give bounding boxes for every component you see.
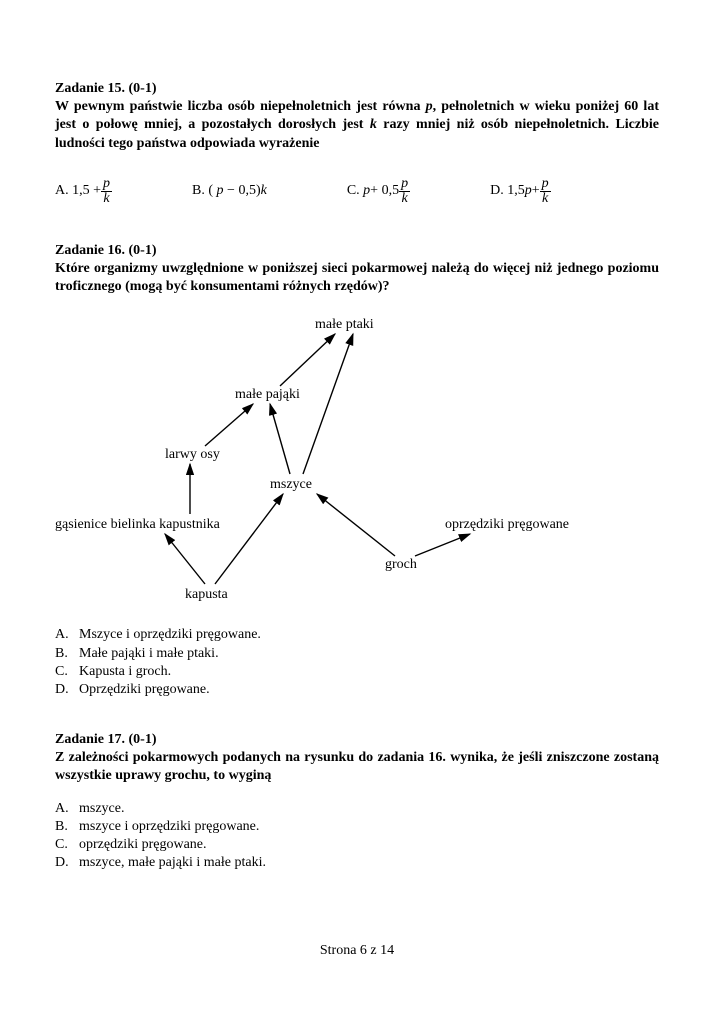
task15-opt-b: B. ( p − 0,5)k: [192, 177, 267, 206]
task17-body: Z zależności pokarmowych podanych na rys…: [55, 749, 659, 785]
t17d-text: mszyce, małe pająki i małe ptaki.: [79, 854, 266, 872]
opt-d-p: p: [525, 182, 532, 200]
t17b-text: mszyce i oprzędziki pręgowane.: [79, 818, 259, 836]
lbl-larwy-osy: larwy osy: [165, 446, 220, 464]
lbl-gasienice: gąsienice bielinka kapustnika: [55, 516, 220, 534]
opt-d-rest: +: [532, 182, 540, 200]
task-17: Zadanie 17. (0-1) Z zależności pokarmowy…: [55, 731, 659, 872]
arrow-kapusta-gasienice: [165, 534, 205, 584]
t16d-text: Oprzędziki pręgowane.: [79, 681, 210, 699]
t16c-text: Kapusta i groch.: [79, 663, 171, 681]
opt-c-label: C.: [347, 182, 360, 200]
t17d-letter: D.: [55, 854, 79, 872]
t16-ans-d: D.Oprzędziki pręgowane.: [55, 681, 659, 699]
opt-d-label: D.: [490, 182, 504, 200]
opt-a-frac: p k: [101, 177, 112, 206]
t17-ans-c: C.oprzędziki pręgowane.: [55, 836, 659, 854]
opt-b-label: B.: [192, 182, 205, 200]
food-web-diagram: małe ptaki małe pająki larwy osy mszyce …: [55, 316, 615, 606]
t15-body-0: W pewnym państwie liczba osób niepełnole…: [55, 99, 426, 114]
t17a-letter: A.: [55, 800, 79, 818]
opt-d-num: p: [540, 177, 551, 192]
opt-a-den: k: [101, 192, 112, 206]
task16-body: Które organizmy uwzględnione w poniższej…: [55, 260, 659, 296]
lbl-male-pajaki: małe pająki: [235, 386, 300, 404]
task15-body: W pewnym państwie liczba osób niepełnole…: [55, 98, 659, 153]
t16-ans-c: C.Kapusta i groch.: [55, 663, 659, 681]
lbl-mszyce: mszyce: [270, 476, 312, 494]
lbl-oprzedziki: oprzędziki pręgowane: [445, 516, 569, 534]
task-16: Zadanie 16. (0-1) Które organizmy uwzglę…: [55, 242, 659, 699]
lbl-groch: groch: [385, 556, 417, 574]
arrow-kapusta-mszyce: [215, 494, 283, 584]
task16-answers: A.Mszyce i oprzędziki pręgowane. B.Małe …: [55, 626, 659, 699]
t17-ans-d: D.mszyce, małe pająki i małe ptaki.: [55, 854, 659, 872]
t17-ans-b: B.mszyce i oprzędziki pręgowane.: [55, 818, 659, 836]
task15-heading: Zadanie 15. (0-1): [55, 80, 659, 98]
t15-var-k: k: [370, 117, 377, 132]
task15-opt-c: C. p + 0,5 p k: [347, 177, 410, 206]
task15-options: A. 1,5 + p k B. ( p − 0,5)k C. p + 0,5 p…: [55, 177, 659, 206]
task17-answers: A.mszyce. B.mszyce i oprzędziki pręgowan…: [55, 800, 659, 873]
t15-var-p: p: [426, 99, 433, 114]
t16a-letter: A.: [55, 626, 79, 644]
opt-c-frac: p k: [399, 177, 410, 206]
arrow-pajaki-ptaki: [280, 334, 335, 386]
opt-c-num: p: [399, 177, 410, 192]
opt-a-prefix: 1,5 +: [72, 182, 101, 200]
t16c-letter: C.: [55, 663, 79, 681]
opt-d-frac: p k: [540, 177, 551, 206]
t16a-text: Mszyce i oprzędziki pręgowane.: [79, 626, 261, 644]
opt-b-text: ( p − 0,5)k: [208, 182, 266, 200]
t17b-letter: B.: [55, 818, 79, 836]
diagram-svg: [55, 316, 615, 606]
opt-c-rest: + 0,5: [370, 182, 399, 200]
page: Zadanie 15. (0-1) W pewnym państwie licz…: [0, 0, 714, 1010]
opt-c-den: k: [399, 192, 410, 206]
t16b-text: Małe pająki i małe ptaki.: [79, 645, 219, 663]
opt-c-p: p: [363, 182, 370, 200]
lbl-male-ptaki: małe ptaki: [315, 316, 374, 334]
t16b-letter: B.: [55, 645, 79, 663]
task15-opt-d: D. 1,5p + p k: [490, 177, 551, 206]
opt-d-prefix: 1,5: [507, 182, 525, 200]
t17-ans-a: A.mszyce.: [55, 800, 659, 818]
task-15: Zadanie 15. (0-1) W pewnym państwie licz…: [55, 80, 659, 206]
lbl-kapusta: kapusta: [185, 586, 228, 604]
opt-d-den: k: [540, 192, 551, 206]
t17a-text: mszyce.: [79, 800, 124, 818]
opt-a-label: A.: [55, 182, 69, 200]
t16-ans-a: A.Mszyce i oprzędziki pręgowane.: [55, 626, 659, 644]
task16-heading: Zadanie 16. (0-1): [55, 242, 659, 260]
task15-opt-a: A. 1,5 + p k: [55, 177, 112, 206]
task17-heading: Zadanie 17. (0-1): [55, 731, 659, 749]
arrow-mszyce-ptaki: [303, 334, 353, 474]
t16d-letter: D.: [55, 681, 79, 699]
arrow-larwy-pajaki: [205, 404, 253, 446]
arrow-mszyce-pajaki: [270, 404, 290, 474]
t17c-text: oprzędziki pręgowane.: [79, 836, 207, 854]
t16-ans-b: B.Małe pająki i małe ptaki.: [55, 645, 659, 663]
opt-a-num: p: [101, 177, 112, 192]
arrow-groch-mszyce: [317, 494, 395, 556]
t17c-letter: C.: [55, 836, 79, 854]
arrow-groch-oprzedziki: [415, 534, 470, 556]
page-footer: Strona 6 z 14: [0, 942, 714, 960]
